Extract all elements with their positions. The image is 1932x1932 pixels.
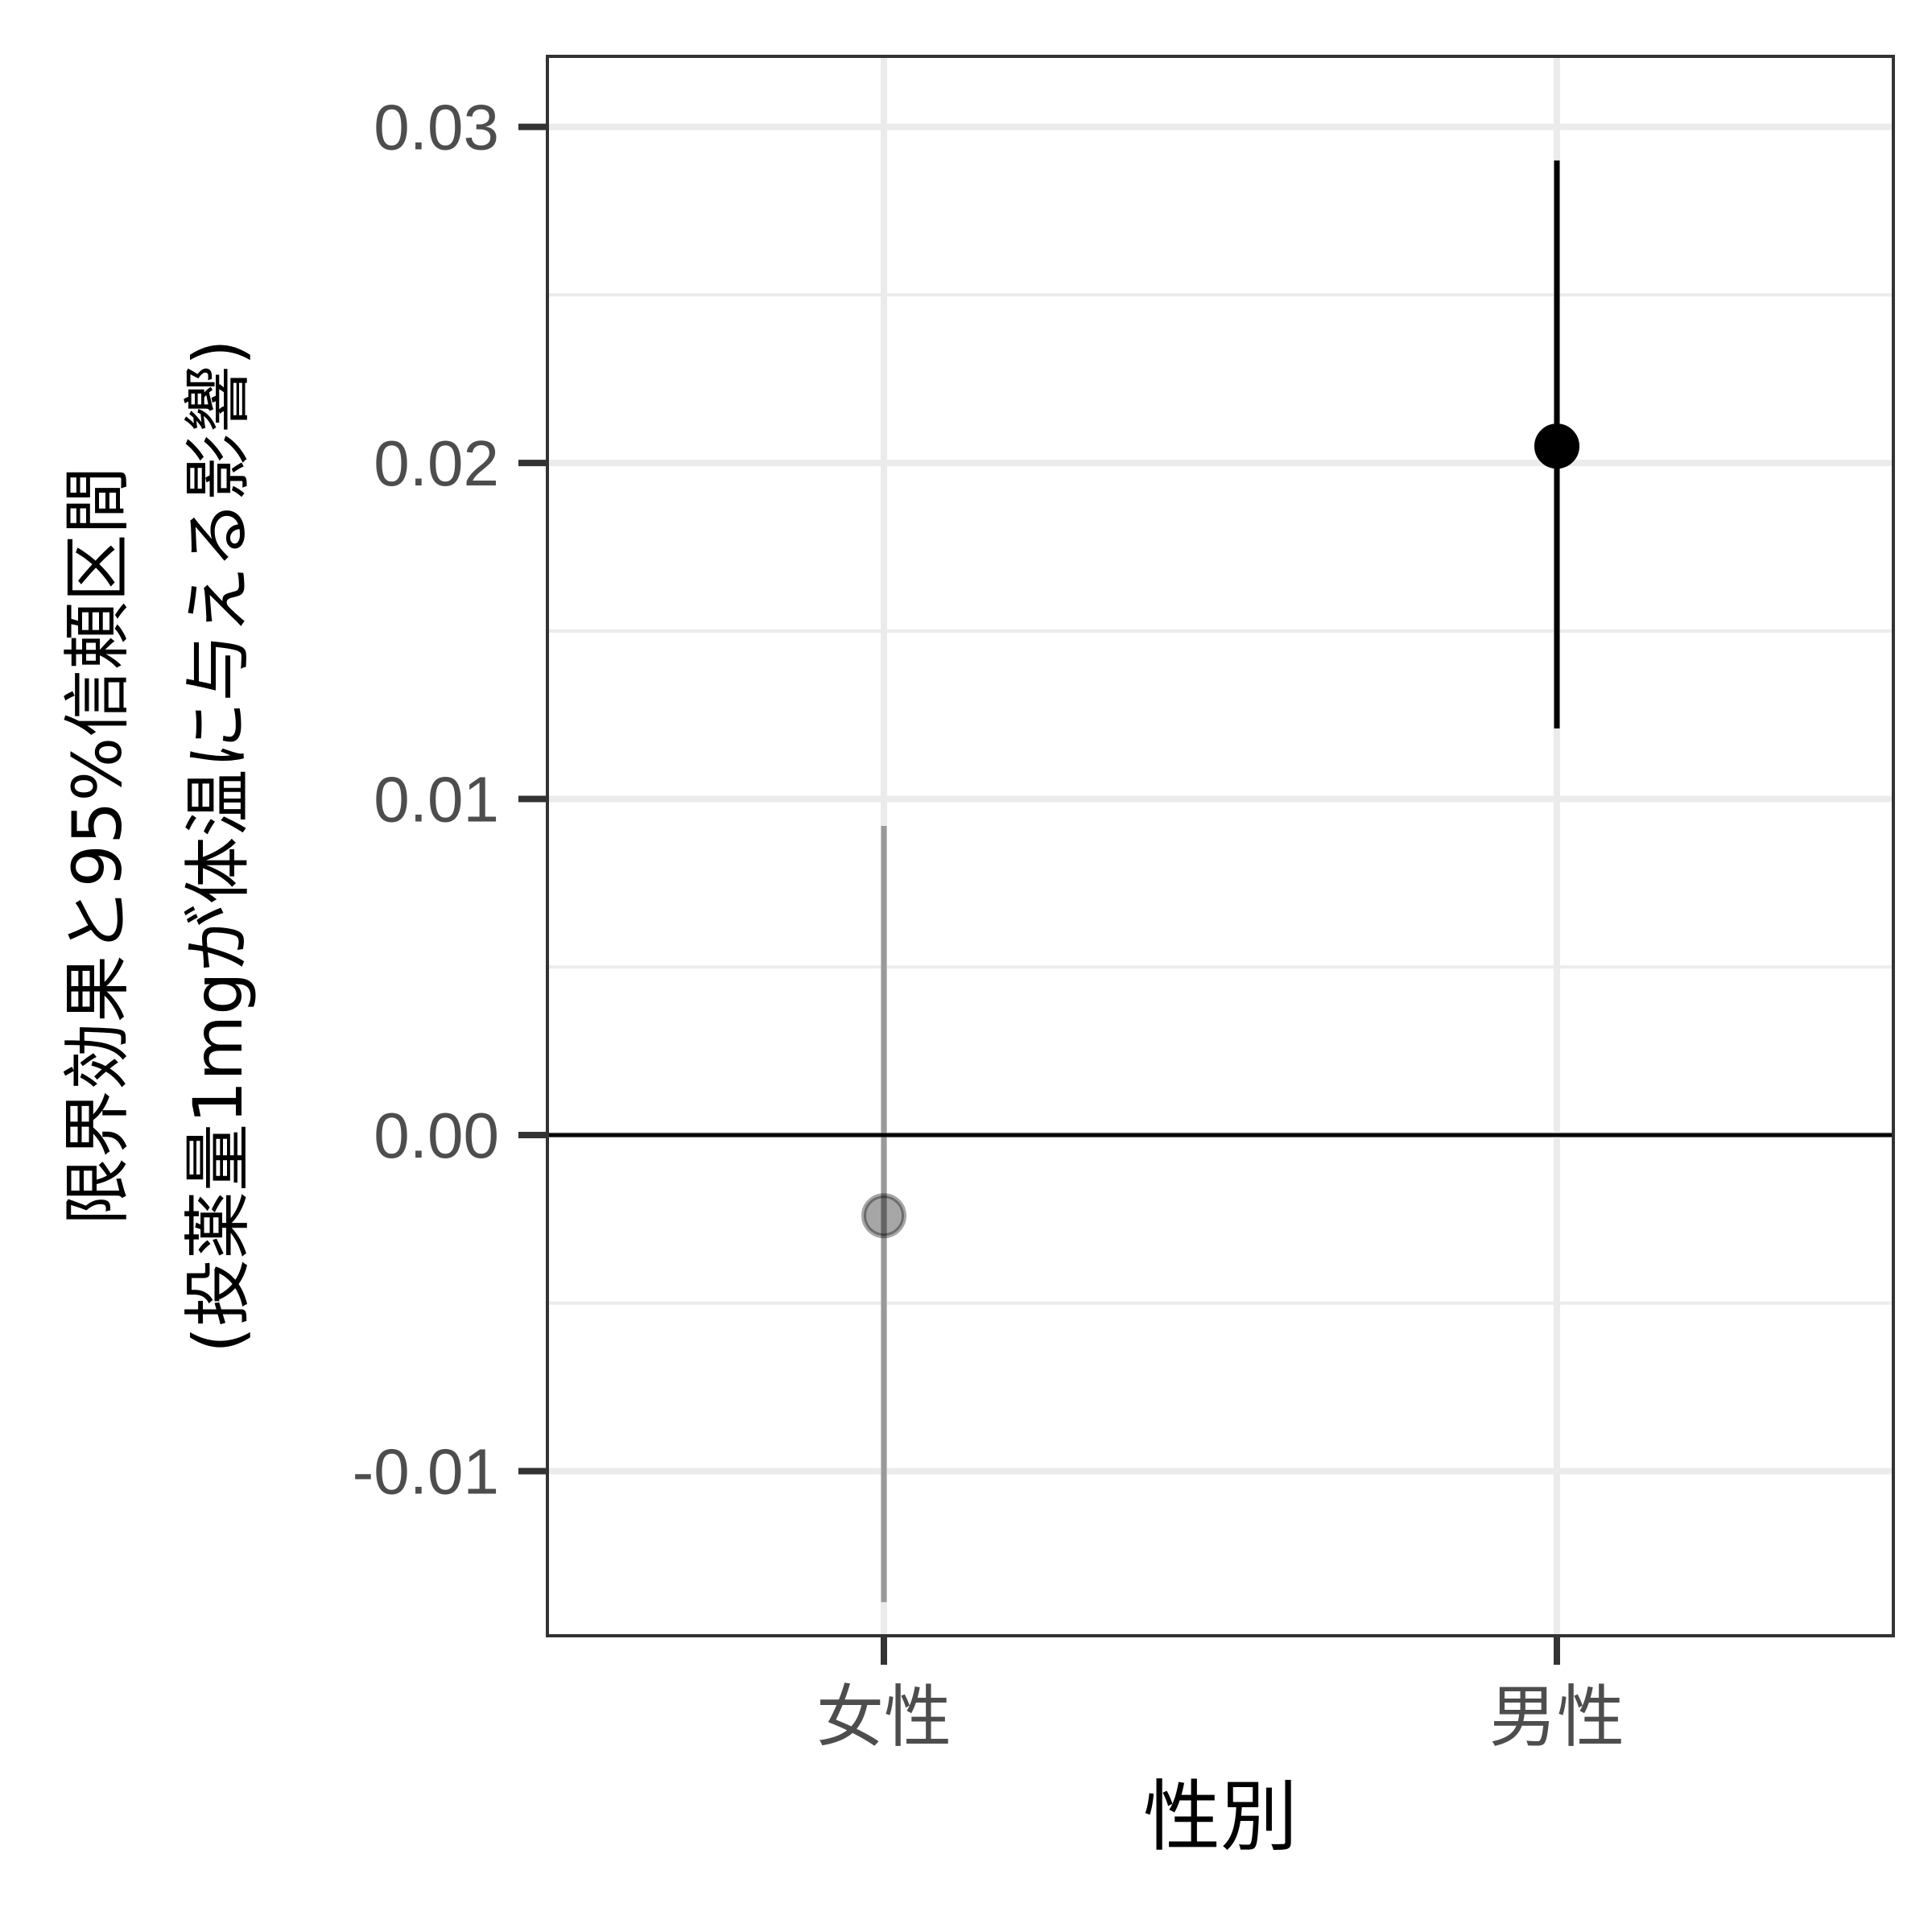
y-axis-title-line-2: (投薬量1mgが体温に与える影響) (179, 339, 258, 1353)
y-axis-title: 限界効果と95%信頼区間 (投薬量1mgが体温に与える影響) (58, 339, 258, 1353)
grid-lines (547, 56, 1893, 1636)
axis-layer: -0.01 0.00 0.01 0.02 0.03 女性 男性 (353, 92, 1624, 1755)
y-tick-label: -0.01 (353, 1435, 499, 1507)
y-tick-label: 0.00 (374, 1100, 499, 1171)
panel-border (546, 55, 1895, 1637)
x-tick-label: 女性 (816, 1679, 952, 1755)
y-tick-label: 0.01 (374, 764, 499, 836)
error-bar-layer (861, 160, 1579, 1603)
y-tick-label: 0.02 (374, 427, 499, 499)
y-tick-label: 0.03 (374, 92, 499, 163)
point-estimate (1534, 423, 1579, 469)
point-estimate (861, 1193, 906, 1239)
x-axis-title: 性別 (1143, 1772, 1298, 1862)
x-tick-label: 男性 (1489, 1679, 1624, 1755)
y-axis-title-line-1: 限界効果と95%信頼区間 (58, 467, 137, 1226)
